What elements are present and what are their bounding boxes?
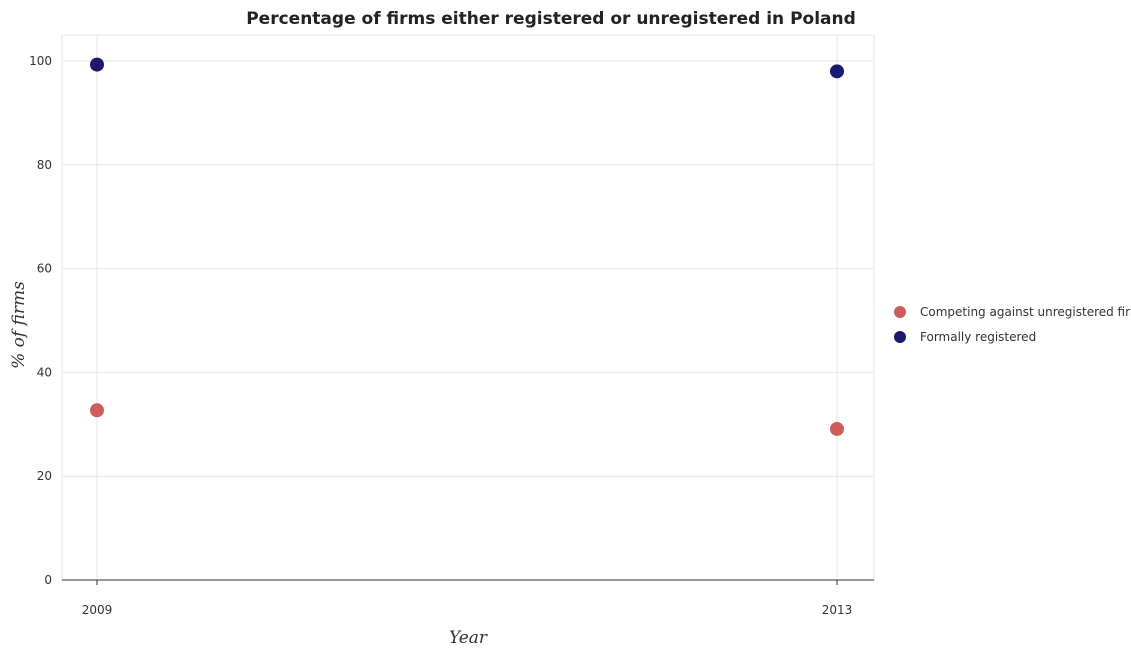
y-tick-labels: 0 20 40 60 80 100 bbox=[29, 54, 52, 587]
x-tick-labels: 2009 2013 bbox=[82, 603, 853, 617]
data-point bbox=[90, 57, 104, 72]
y-tick-label: 60 bbox=[37, 262, 52, 276]
data-point bbox=[830, 64, 844, 79]
grid-lines bbox=[61, 34, 875, 581]
legend-label: Competing against unregistered firms bbox=[920, 305, 1131, 319]
x-axis-label: Year bbox=[449, 628, 488, 648]
y-axis-label: % of firms bbox=[9, 281, 29, 369]
y-tick-label: 80 bbox=[37, 158, 52, 172]
legend-marker bbox=[894, 306, 906, 318]
legend: Competing against unregistered firms Form… bbox=[894, 305, 1131, 344]
y-tick-label: 40 bbox=[37, 365, 52, 379]
y-tick-label: 100 bbox=[29, 54, 52, 68]
legend-marker bbox=[894, 331, 906, 343]
axes bbox=[62, 579, 874, 585]
data-point bbox=[90, 403, 104, 418]
data-point bbox=[830, 421, 844, 436]
chart-title: Percentage of firms either registered or… bbox=[246, 9, 856, 29]
y-tick-label: 0 bbox=[44, 573, 52, 587]
data-points bbox=[90, 57, 844, 436]
y-tick-label: 20 bbox=[37, 469, 52, 483]
x-tick-label: 2013 bbox=[822, 603, 853, 617]
legend-label: Formally registered bbox=[920, 330, 1036, 344]
x-tick-label: 2009 bbox=[82, 603, 113, 617]
plot-frame bbox=[61, 34, 875, 581]
